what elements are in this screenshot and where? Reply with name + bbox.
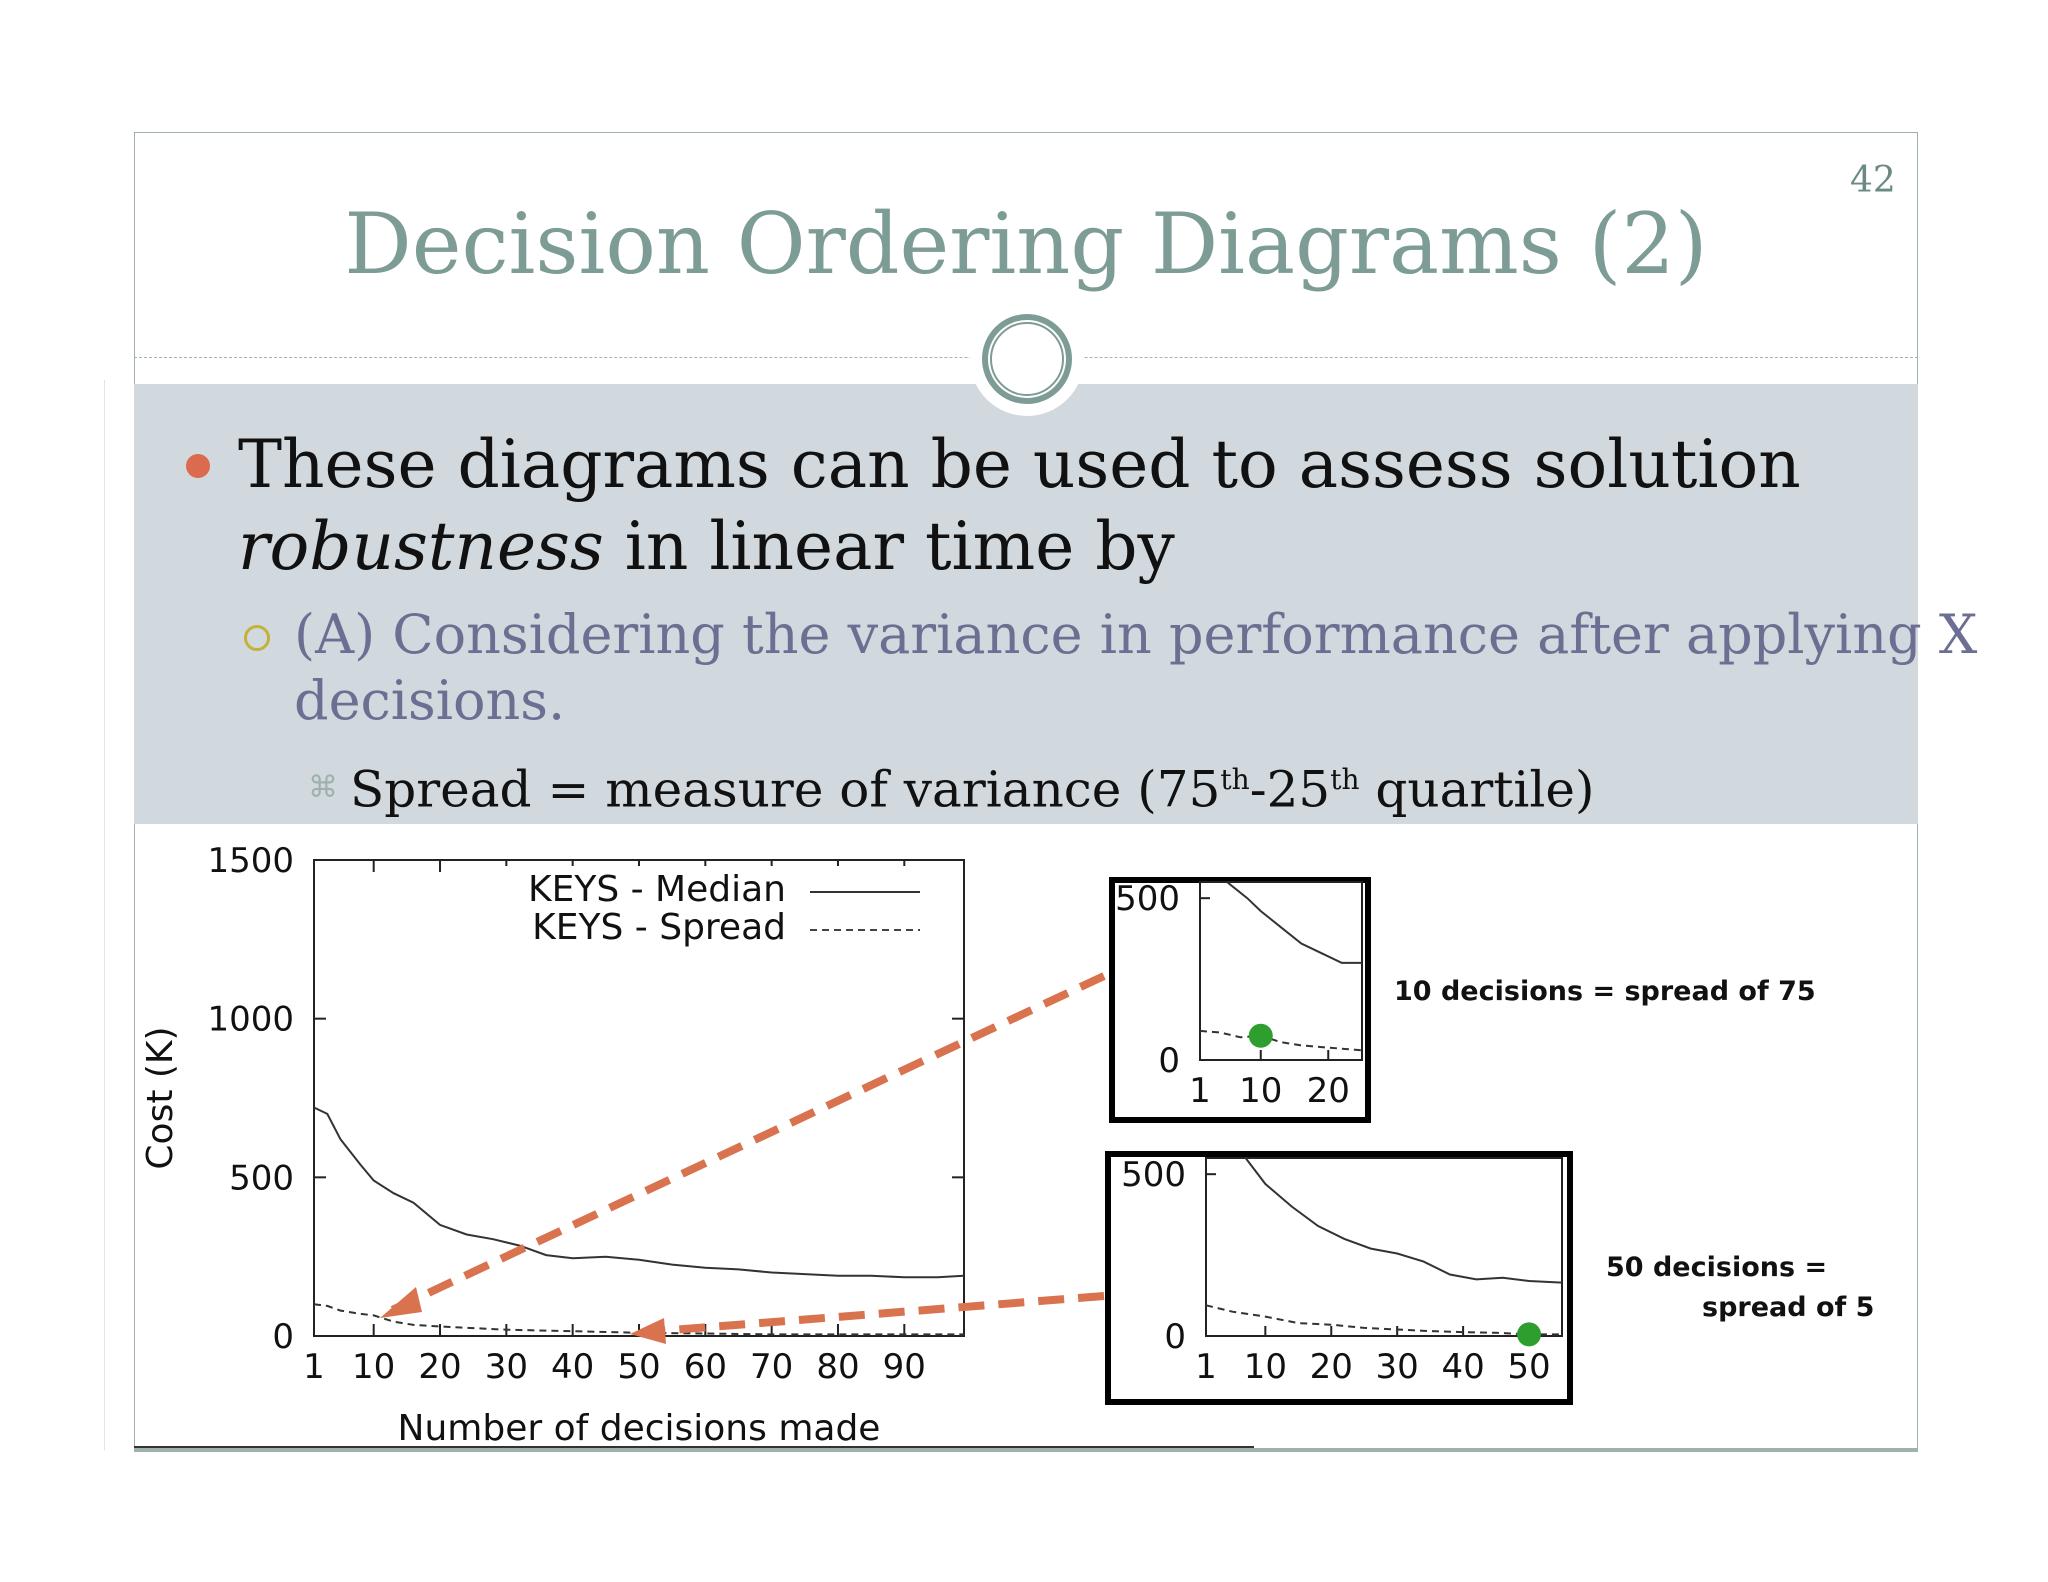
bullet-1-line-b: in linear time by	[603, 508, 1175, 585]
inset-50-x-tick-label: 50	[1507, 1347, 1550, 1387]
bullet-1-italic: robustness	[238, 508, 604, 585]
content-band	[134, 384, 1918, 824]
bullet-3-mid: -25	[1249, 760, 1331, 819]
inset-chart-10: 1 10 20 0 500	[1109, 877, 1371, 1123]
main-y-axis-label: Cost (K)	[140, 1026, 181, 1169]
bullet-3-text: Spread = measure of variance (75th-25th …	[350, 750, 1595, 820]
main-x-tick-label: 20	[418, 1347, 461, 1387]
arrow-to-10-head	[380, 1287, 422, 1318]
main-x-tick-label: 30	[485, 1347, 528, 1387]
bullet-2-line-2: decisions.	[294, 669, 566, 732]
inset-50-lines	[1205, 1157, 1563, 1347]
bullet-2-text: (A) Considering the variance in performa…	[294, 602, 1977, 734]
main-x-tick-label: 50	[617, 1347, 660, 1387]
inset-50-x-tick-label: 10	[1244, 1347, 1287, 1387]
inset-50-plot-frame	[1205, 1157, 1563, 1337]
inset-50-x-tick-label: 20	[1310, 1347, 1353, 1387]
main-series-spread-line	[313, 1303, 964, 1336]
main-x-tick-label: 80	[816, 1347, 859, 1387]
main-y-tick-label: 500	[229, 1158, 294, 1198]
main-x-tick-label: 70	[750, 1347, 793, 1387]
left-margin-line	[104, 380, 105, 1450]
legend-spread-label: KEYS - Spread	[532, 907, 786, 948]
bullet-circle-icon	[244, 625, 270, 651]
inset-10-box	[1109, 877, 1371, 1123]
main-chart: 1 10 20 30 40 50 60 70 80 90 0 500 1000 1500 Number o…	[140, 841, 965, 1448]
inset-10-x-tick-label: 1	[1189, 1071, 1211, 1111]
inset-50-y-tick-label: 0	[1164, 1317, 1186, 1357]
main-x-tick-label: 60	[684, 1347, 727, 1387]
main-y-tick-label: 0	[272, 1317, 294, 1357]
inset-50-annotation-line-2: spread of 5	[1702, 1292, 1874, 1323]
inset-50-series-spread-line	[1205, 1304, 1562, 1336]
bullet-2-line-1: (A) Considering the variance in performa…	[294, 603, 1978, 666]
page-number: 42	[1850, 160, 1896, 201]
inset-10-series-spread-line	[1199, 1029, 1363, 1052]
inset-10-x-tick-label: 10	[1239, 1071, 1282, 1111]
main-x-tick-label: 40	[551, 1347, 594, 1387]
inset-10-y-tick-label: 0	[1158, 1041, 1180, 1081]
bullet-3-sup-2: th	[1330, 763, 1360, 796]
main-legend: KEYS - Median KEYS - Spread	[504, 866, 944, 948]
slide-bottom-rule-dark	[134, 1446, 1254, 1448]
ring-ornament-inner	[990, 322, 1064, 396]
inset-50-x-tick-label: 40	[1441, 1347, 1484, 1387]
arrow-to-50-head	[630, 1318, 666, 1344]
main-x-tick-label: 1	[303, 1347, 325, 1387]
inset-50-y-tick-label: 500	[1121, 1155, 1186, 1195]
inset-50-highlight-marker	[1517, 1322, 1542, 1347]
arrow-to-10	[390, 972, 1106, 1314]
bullet-star-icon: ⌘	[308, 770, 338, 805]
main-ticks: 1 10 20 30 40 50 60 70 80 90 0 500 1000 1500	[207, 841, 964, 1387]
inset-10-plot-frame	[1199, 881, 1363, 1061]
main-y-tick-label: 1000	[207, 1000, 294, 1040]
arrow-to-50	[645, 1292, 1105, 1336]
main-lines	[313, 1106, 965, 1336]
inset-10-series-median-line	[1226, 881, 1362, 964]
bullet-dot-icon	[186, 454, 210, 478]
main-x-axis-label: Number of decisions made	[398, 1408, 881, 1448]
legend-median-label: KEYS - Median	[528, 869, 786, 910]
inset-10-highlight-marker	[1248, 1023, 1273, 1048]
main-series-median-line	[313, 1106, 965, 1279]
bullet-3-post: quartile)	[1359, 760, 1595, 819]
arrows	[380, 972, 1106, 1344]
slide-title: Decision Ordering Diagrams (2)	[344, 195, 1708, 293]
bullet-1-line-a: These diagrams can be used to assess sol…	[238, 426, 1801, 503]
bullet-3-pre: Spread = measure of variance (75	[350, 760, 1221, 819]
inset-10-ticks: 1 10 20 0 500	[1115, 879, 1350, 1111]
inset-10-x-tick-label: 20	[1307, 1071, 1350, 1111]
inset-50-series-median-line	[1244, 1157, 1563, 1284]
main-y-tick-label: 1500	[207, 841, 294, 881]
inset-10-y-tick-label: 500	[1115, 879, 1180, 919]
inset-50-annotation-line-1: 50 decisions =	[1606, 1252, 1827, 1283]
inset-10-lines	[1199, 881, 1363, 1052]
inset-50-x-tick-label: 30	[1376, 1347, 1419, 1387]
inset-50-x-tick-label: 1	[1195, 1347, 1217, 1387]
bullet-3-sup-1: th	[1220, 763, 1250, 796]
inset-10-annotation: 10 decisions = spread of 75	[1394, 976, 1816, 1007]
main-x-tick-label: 10	[352, 1347, 395, 1387]
main-x-tick-label: 90	[883, 1347, 926, 1387]
bullet-1-text: These diagrams can be used to assess sol…	[238, 424, 1801, 588]
slide-bottom-rule	[134, 1448, 1918, 1452]
